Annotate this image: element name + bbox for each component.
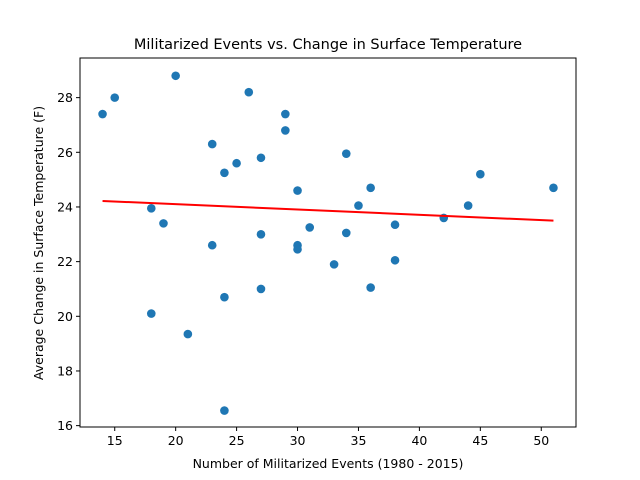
x-tick-label: 25 bbox=[229, 433, 245, 448]
y-tick-label: 20 bbox=[57, 309, 73, 324]
data-point bbox=[207, 240, 217, 250]
data-point bbox=[293, 245, 302, 254]
data-point bbox=[256, 230, 266, 239]
data-point bbox=[390, 255, 400, 265]
data-point bbox=[476, 169, 485, 179]
data-point bbox=[463, 201, 473, 210]
y-tick-label: 28 bbox=[57, 90, 73, 105]
x-tick-label: 15 bbox=[107, 433, 123, 448]
data-point bbox=[207, 139, 217, 149]
data-point bbox=[293, 186, 302, 195]
x-tick-label: 20 bbox=[168, 433, 184, 448]
plot-frame bbox=[79, 57, 577, 428]
y-axis-label: Average Change in Surface Temperature (F… bbox=[31, 106, 46, 380]
data-point bbox=[366, 283, 375, 292]
data-point bbox=[281, 109, 290, 119]
data-point bbox=[183, 329, 193, 339]
data-point bbox=[549, 183, 558, 193]
data-point bbox=[146, 309, 156, 318]
x-tick-label: 30 bbox=[290, 433, 306, 448]
data-point bbox=[110, 93, 120, 102]
data-point bbox=[366, 183, 375, 193]
data-point bbox=[220, 406, 229, 415]
chart-title: Militarized Events vs. Change in Surface… bbox=[134, 37, 522, 53]
data-point bbox=[329, 260, 339, 269]
y-tick-label: 18 bbox=[57, 363, 73, 378]
plot-area: 15 20 25 30 35 40 45 50 16 18 20 22 24 26 28 bbox=[57, 57, 577, 448]
data-point bbox=[146, 204, 156, 213]
y-tick-label: 16 bbox=[57, 418, 73, 433]
data-point bbox=[232, 158, 241, 168]
data-point bbox=[256, 284, 266, 294]
y-tick-label: 26 bbox=[57, 145, 73, 160]
x-axis-label: Number of Militarized Events (1980 - 201… bbox=[193, 456, 464, 471]
data-point bbox=[220, 168, 229, 178]
data-point bbox=[220, 292, 229, 302]
data-point bbox=[244, 87, 254, 97]
data-point bbox=[159, 219, 168, 228]
data-point bbox=[305, 223, 315, 232]
data-point bbox=[390, 220, 400, 230]
data-point bbox=[98, 109, 107, 119]
y-tick-label: 22 bbox=[57, 254, 73, 269]
data-point bbox=[281, 126, 290, 135]
data-point bbox=[341, 149, 351, 158]
trend-line bbox=[102, 199, 554, 222]
x-tick-label: 40 bbox=[411, 433, 427, 448]
y-tick-label: 24 bbox=[57, 199, 73, 214]
x-tick-label: 35 bbox=[351, 433, 367, 448]
x-tick-label: 45 bbox=[472, 433, 488, 448]
data-point bbox=[256, 153, 266, 163]
x-tick-label: 50 bbox=[533, 433, 549, 448]
data-point bbox=[354, 201, 363, 210]
data-point bbox=[171, 71, 180, 81]
data-point bbox=[341, 228, 351, 238]
